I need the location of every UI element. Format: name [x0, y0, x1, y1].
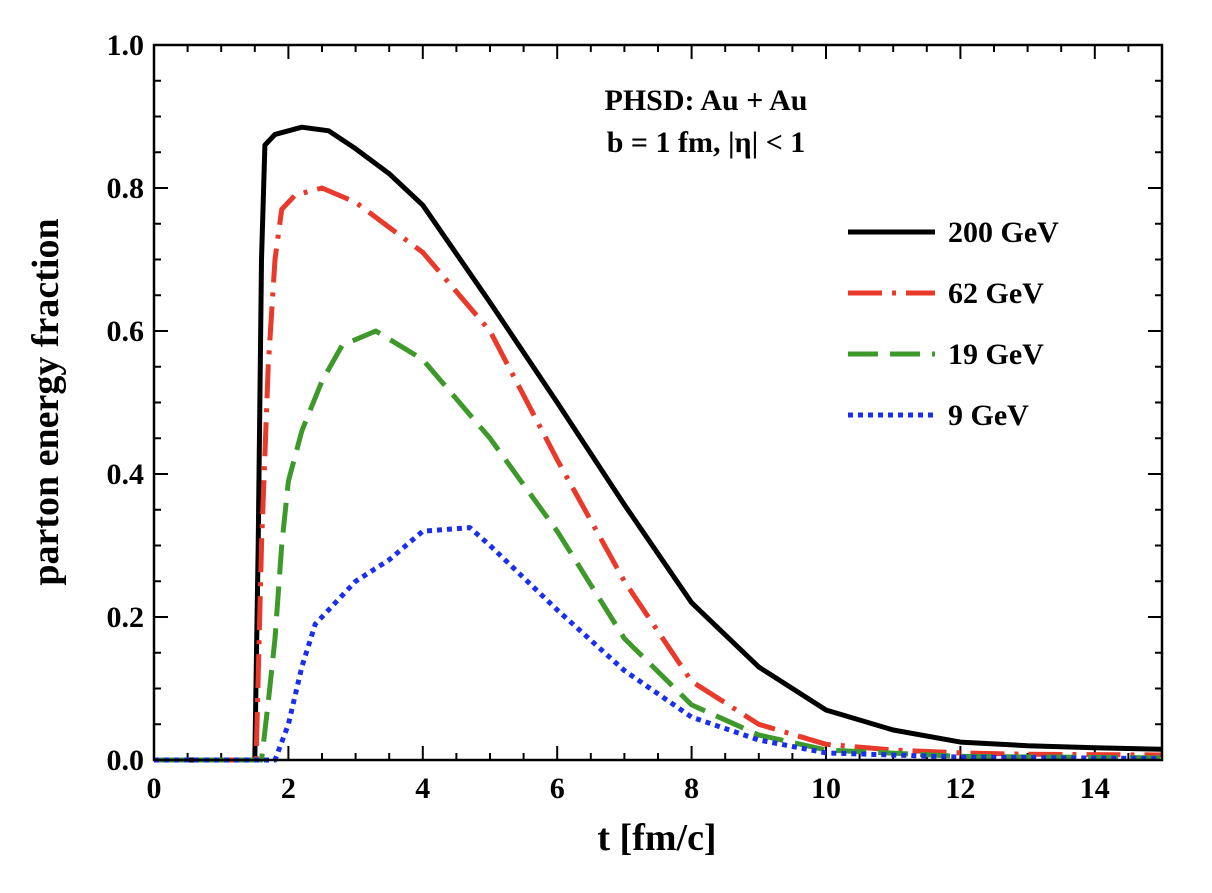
legend-label: 200 GeV — [948, 216, 1059, 249]
chart-title-line-2: b = 1 fm, |η| < 1 — [607, 126, 806, 159]
y-tick-label: 1.0 — [107, 29, 145, 62]
legend-label: 9 GeV — [948, 399, 1029, 432]
series-line-9-gev — [154, 525, 1163, 763]
series-line-200-gev — [154, 124, 1163, 763]
y-tick-label: 0.6 — [107, 315, 145, 348]
x-tick-label: 0 — [147, 772, 162, 805]
chart-title-line-1: PHSD: Au + Au — [605, 84, 808, 117]
y-tick-label: 0.0 — [107, 744, 145, 777]
axis-ticks: 0 2 4 6 8 10 12 14 0.0 0.2 0.4 0.6 0.8 1.0 — [107, 29, 1163, 805]
x-tick-label: 4 — [415, 772, 430, 805]
y-axis-label: parton energy fraction — [25, 218, 67, 585]
x-axis-label: t [fm/c] — [597, 817, 716, 859]
legend-label: 62 GeV — [948, 277, 1044, 310]
plot-frame — [152, 43, 1164, 762]
legend-label: 19 GeV — [948, 338, 1044, 371]
x-tick-label: 10 — [811, 772, 841, 805]
series-line-19-gev — [154, 328, 1163, 763]
x-tick-label: 2 — [281, 772, 296, 805]
y-tick-label: 0.4 — [107, 458, 145, 491]
series-line-62-gev — [154, 185, 1163, 763]
y-tick-label: 0.8 — [107, 172, 145, 205]
x-tick-label: 6 — [550, 772, 565, 805]
x-tick-label: 8 — [684, 772, 699, 805]
series-group — [154, 124, 1163, 763]
x-tick-label: 14 — [1080, 772, 1110, 805]
y-tick-label: 0.2 — [107, 601, 145, 634]
x-tick-label: 12 — [945, 772, 975, 805]
legend: 200 GeV 62 GeV 19 GeV 9 GeV — [848, 216, 1059, 432]
